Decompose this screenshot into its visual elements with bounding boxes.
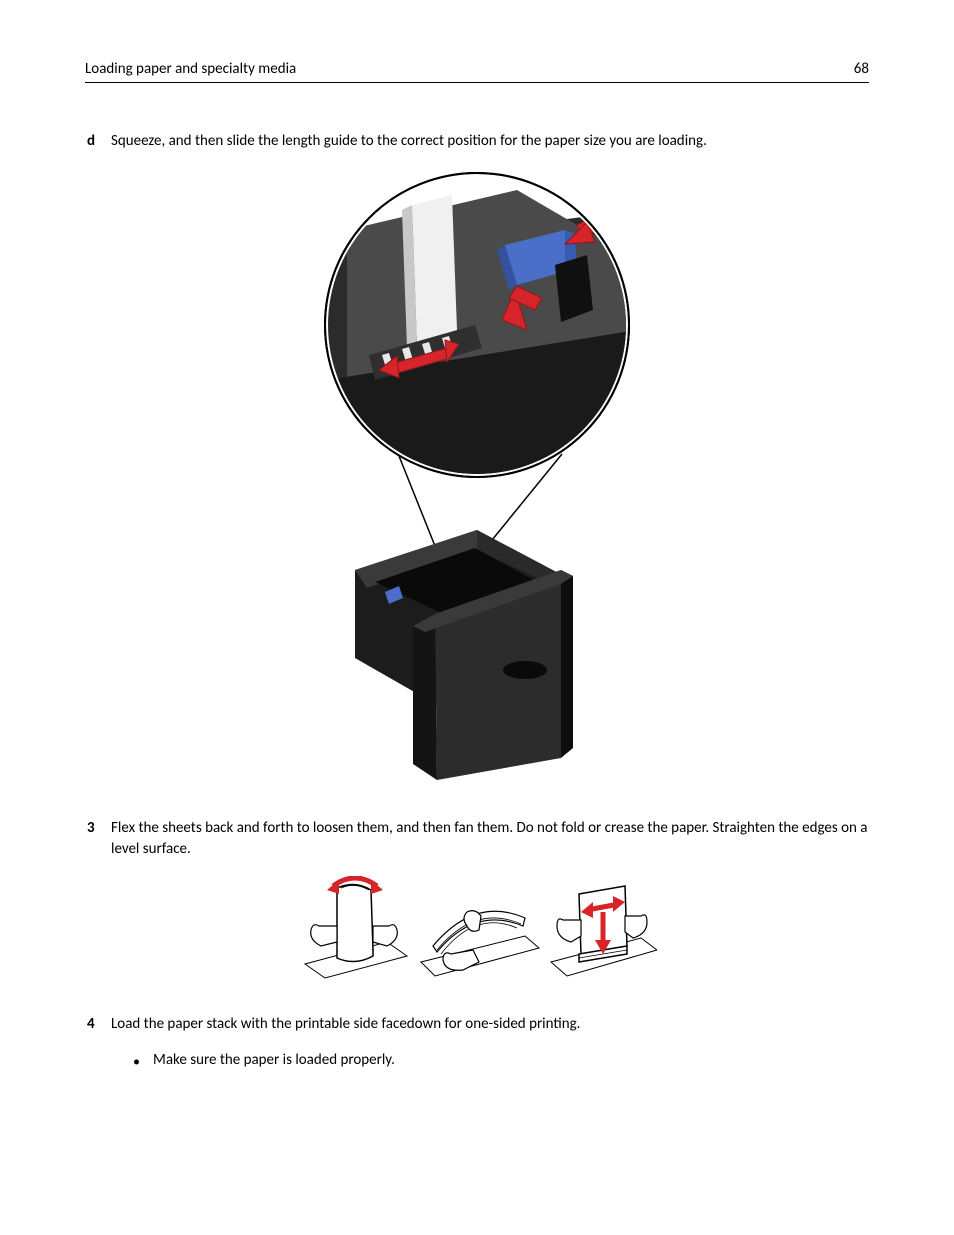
step-4-text: Load the paper stack with the printable … (111, 1014, 869, 1035)
step-4: 4 Load the paper stack with the printabl… (85, 1014, 869, 1035)
step-d-marker: d (85, 131, 111, 152)
page-number: 68 (854, 60, 869, 78)
step-d-text: Squeeze, and then slide the length guide… (111, 131, 869, 152)
step-4-marker: 4 (85, 1014, 111, 1035)
step-d: d Squeeze, and then slide the length gui… (85, 131, 869, 152)
bullet-1: • Make sure the paper is loaded properly… (133, 1051, 869, 1072)
flex-fan-straighten-figure (297, 876, 657, 986)
step-3-marker: 3 (85, 818, 111, 860)
step-3-text: Flex the sheets back and forth to loosen… (111, 818, 869, 860)
bullet-1-text: Make sure the paper is loaded properly. (153, 1051, 395, 1072)
header-title: Loading paper and specialty media (85, 60, 296, 78)
tray-length-guide-figure (317, 170, 637, 790)
step-3: 3 Flex the sheets back and forth to loos… (85, 818, 869, 860)
bullet-dot-icon: • (133, 1051, 153, 1072)
page-header: Loading paper and specialty media 68 (85, 60, 869, 83)
